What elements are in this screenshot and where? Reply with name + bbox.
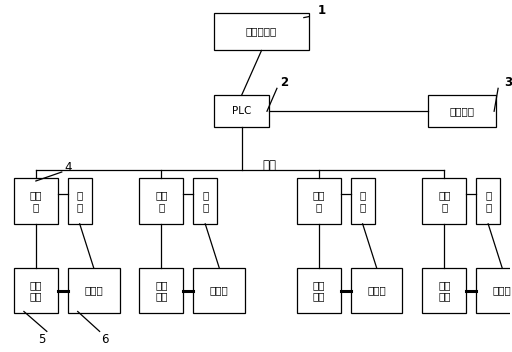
Text: 变频
器: 变频 器 <box>30 190 42 212</box>
Text: PLC: PLC <box>232 106 251 116</box>
Text: 变频
器: 变频 器 <box>155 190 167 212</box>
Bar <box>476 268 512 314</box>
Bar <box>139 178 183 224</box>
Text: 变频
器: 变频 器 <box>312 190 325 212</box>
Bar <box>351 178 375 224</box>
Text: 6: 6 <box>101 333 109 346</box>
Text: 光
纤: 光 纤 <box>202 190 208 212</box>
Text: 光
纤: 光 纤 <box>485 190 492 212</box>
Text: 2: 2 <box>280 76 288 89</box>
Text: 变频
器: 变频 器 <box>438 190 451 212</box>
Bar <box>14 268 58 314</box>
Bar <box>476 178 500 224</box>
Text: 编码器: 编码器 <box>210 285 228 296</box>
Text: 变频
电机: 变频 电机 <box>438 280 451 301</box>
Text: 编码器: 编码器 <box>367 285 386 296</box>
Bar <box>193 178 217 224</box>
Text: 上位计算机: 上位计算机 <box>246 26 277 37</box>
Text: 变频
电机: 变频 电机 <box>312 280 325 301</box>
Bar <box>422 268 466 314</box>
Bar <box>297 178 340 224</box>
Bar <box>14 178 58 224</box>
Bar <box>214 95 269 127</box>
Bar <box>429 95 496 127</box>
Bar <box>297 268 340 314</box>
Bar <box>422 178 466 224</box>
Bar <box>139 268 183 314</box>
Bar <box>68 178 92 224</box>
Bar <box>193 268 245 314</box>
Text: 编码器: 编码器 <box>84 285 103 296</box>
Bar <box>351 268 402 314</box>
Bar <box>214 13 309 50</box>
Text: 总线: 总线 <box>262 158 276 171</box>
Text: 5: 5 <box>38 333 46 346</box>
Bar <box>68 268 119 314</box>
Text: 1: 1 <box>318 4 326 17</box>
Text: 光
纤: 光 纤 <box>359 190 366 212</box>
Text: 变频
电机: 变频 电机 <box>30 280 42 301</box>
Text: 变频
电机: 变频 电机 <box>155 280 167 301</box>
Text: 人机界面: 人机界面 <box>450 106 475 116</box>
Text: 4: 4 <box>64 161 72 174</box>
Text: 3: 3 <box>504 76 512 89</box>
Text: 光
纤: 光 纤 <box>77 190 83 212</box>
Text: 编码器: 编码器 <box>493 285 511 296</box>
